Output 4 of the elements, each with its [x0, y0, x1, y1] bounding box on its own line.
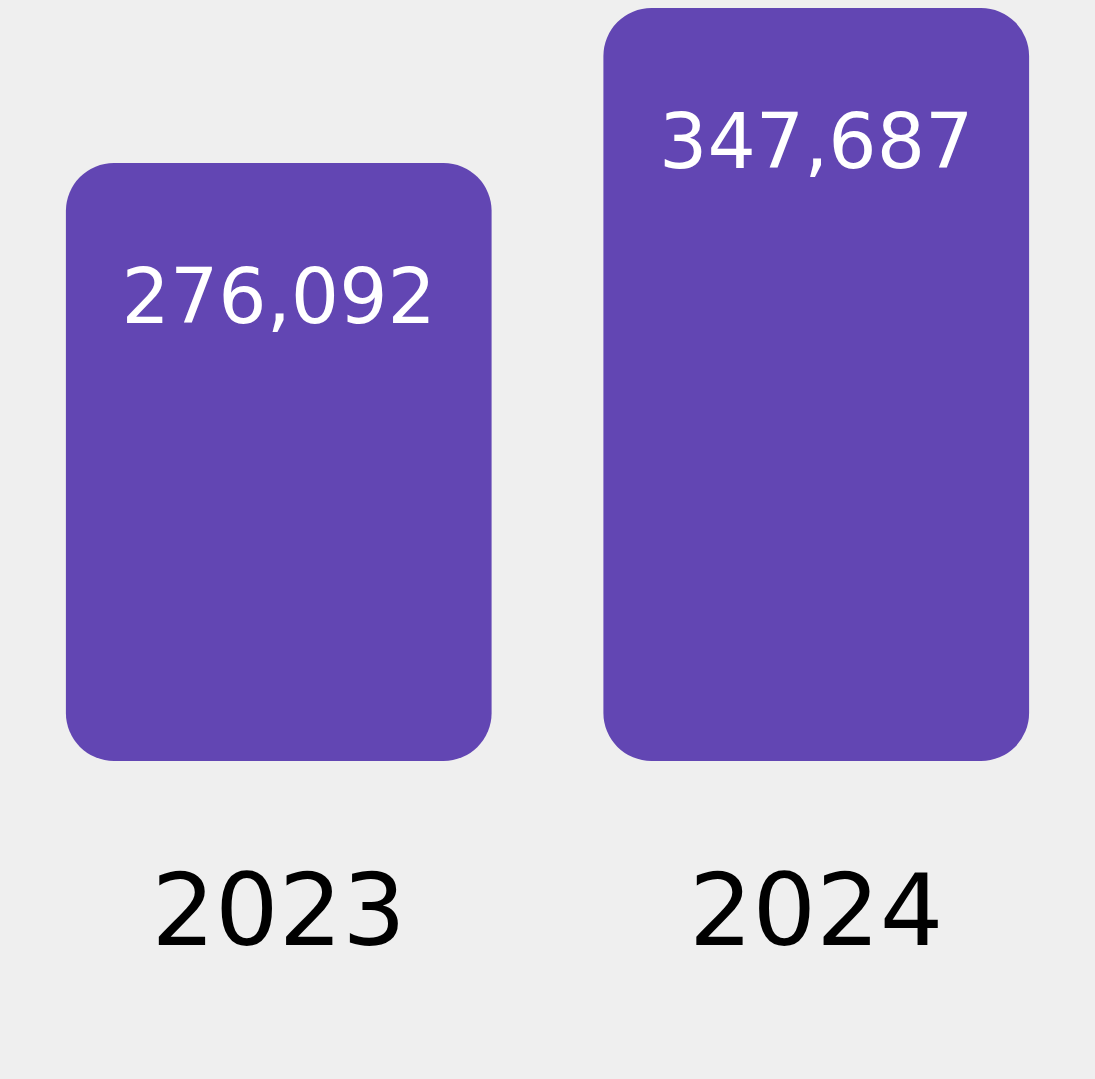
data-label: 276,092 — [121, 251, 436, 341]
x-tick-label: 2023 — [151, 851, 406, 969]
data-label: 347,687 — [659, 96, 974, 186]
x-tick-label: 2024 — [689, 851, 944, 969]
